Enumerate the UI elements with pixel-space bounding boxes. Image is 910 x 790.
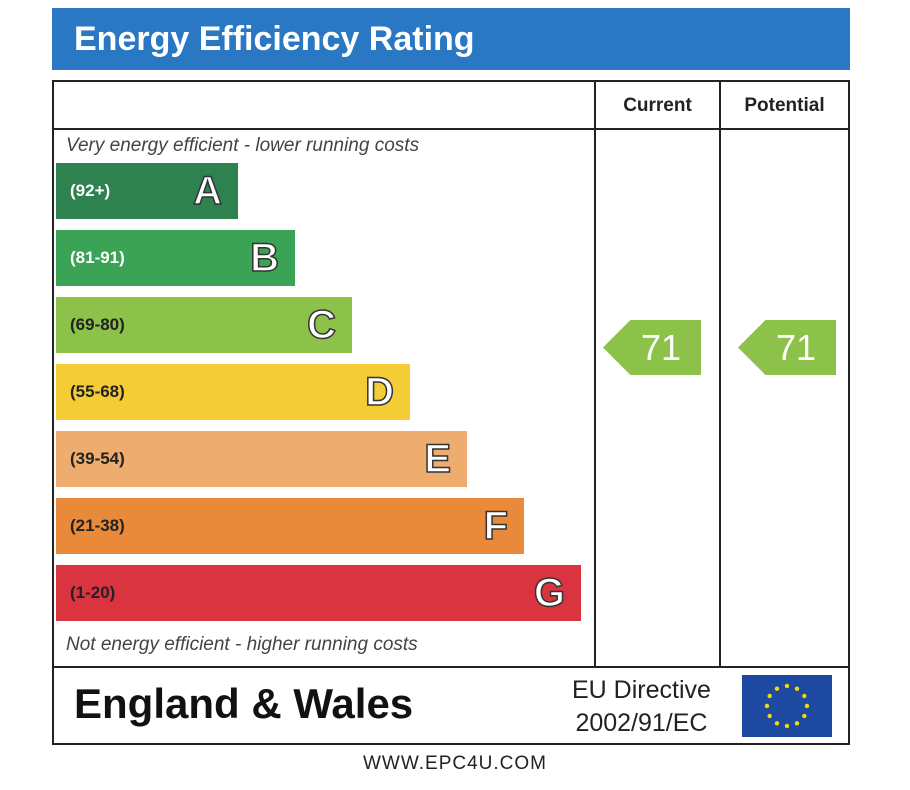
- current-rating-value: 71: [640, 327, 681, 368]
- rating-letter: D: [364, 369, 394, 415]
- star-icon: [774, 721, 780, 726]
- star-icon: [774, 686, 780, 691]
- rating-bar-g: (1-20) G: [56, 565, 581, 621]
- divider: [52, 666, 850, 668]
- star-icon: [802, 693, 807, 699]
- title-bar: Energy Efficiency Rating: [52, 8, 850, 70]
- star-icon: [764, 703, 770, 709]
- star-icon: [767, 693, 772, 699]
- column-header-potential: Potential: [744, 95, 825, 116]
- eu-directive-line1: EU Directive: [572, 676, 711, 704]
- rating-bar-d: (55-68) D: [56, 364, 410, 420]
- rating-letter: G: [533, 570, 566, 616]
- rating-bar-b: (81-91) B: [56, 230, 295, 286]
- rating-range: (1-20): [70, 583, 116, 602]
- eu-stars-icon: [764, 683, 810, 729]
- rating-range: (81-91): [70, 248, 125, 267]
- star-icon: [794, 686, 800, 691]
- potential-rating-arrow: 71: [738, 320, 836, 375]
- website-url: WWW.EPC4U.COM: [363, 753, 547, 774]
- rating-bar-e: (39-54) E: [56, 431, 467, 487]
- rating-letter: E: [424, 436, 452, 482]
- eu-directive: EU Directive 2002/91/EC: [572, 674, 711, 740]
- column-header-current: Current: [623, 95, 692, 116]
- star-icon: [794, 721, 800, 726]
- top-note: Very energy efficient - lower running co…: [66, 135, 420, 156]
- rating-range: (55-68): [70, 382, 125, 401]
- rating-range: (69-80): [70, 315, 125, 334]
- rating-range: (21-38): [70, 516, 125, 535]
- rating-letter: F: [483, 503, 509, 549]
- rating-bar-a: (92+) A: [56, 163, 238, 219]
- rating-frame: [52, 80, 850, 745]
- footer-country: England & Wales: [74, 680, 414, 727]
- rating-bar-f: (21-38) F: [56, 498, 524, 554]
- rating-range: (39-54): [70, 449, 125, 468]
- rating-bar-c: (69-80) C: [56, 297, 352, 353]
- rating-letter: B: [249, 235, 279, 281]
- divider: [719, 80, 721, 668]
- chart-title: Energy Efficiency Rating: [74, 20, 475, 58]
- star-icon: [804, 703, 810, 709]
- eu-flag-icon: [742, 675, 832, 737]
- bottom-note: Not energy efficient - higher running co…: [66, 634, 418, 655]
- rating-range: (92+): [70, 181, 111, 200]
- star-icon: [784, 683, 790, 689]
- star-icon: [767, 713, 772, 719]
- eu-directive-line2: 2002/91/EC: [575, 709, 708, 737]
- star-icon: [802, 713, 807, 719]
- rating-letter: C: [306, 302, 336, 348]
- divider: [594, 80, 596, 668]
- potential-rating-value: 71: [775, 327, 816, 368]
- rating-letter: A: [192, 168, 222, 214]
- star-icon: [784, 723, 790, 729]
- divider: [52, 128, 850, 130]
